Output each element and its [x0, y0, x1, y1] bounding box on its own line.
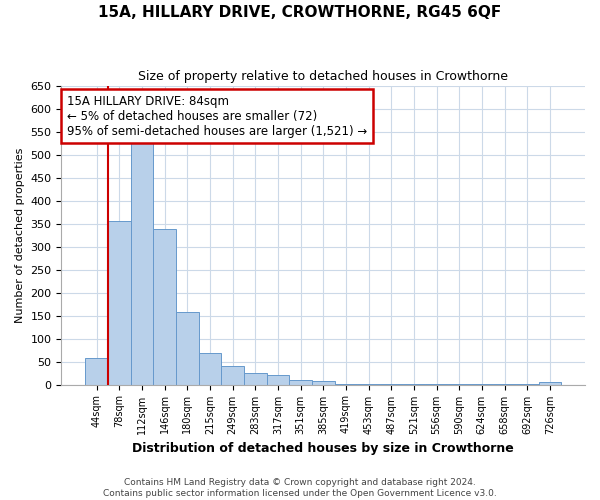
X-axis label: Distribution of detached houses by size in Crowthorne: Distribution of detached houses by size …: [133, 442, 514, 455]
Text: 15A, HILLARY DRIVE, CROWTHORNE, RG45 6QF: 15A, HILLARY DRIVE, CROWTHORNE, RG45 6QF: [98, 5, 502, 20]
Bar: [221, 366, 244, 384]
Bar: [289, 380, 312, 384]
Title: Size of property relative to detached houses in Crowthorne: Size of property relative to detached ho…: [138, 70, 508, 83]
Bar: [153, 229, 176, 384]
Bar: [312, 381, 335, 384]
Bar: [85, 358, 108, 384]
Bar: [131, 135, 153, 384]
Bar: [199, 354, 221, 384]
Bar: [539, 382, 561, 384]
Text: Contains HM Land Registry data © Crown copyright and database right 2024.
Contai: Contains HM Land Registry data © Crown c…: [103, 478, 497, 498]
Y-axis label: Number of detached properties: Number of detached properties: [15, 148, 25, 323]
Bar: [266, 376, 289, 384]
Bar: [244, 373, 266, 384]
Bar: [108, 222, 131, 384]
Text: 15A HILLARY DRIVE: 84sqm
← 5% of detached houses are smaller (72)
95% of semi-de: 15A HILLARY DRIVE: 84sqm ← 5% of detache…: [67, 94, 367, 138]
Bar: [176, 312, 199, 384]
